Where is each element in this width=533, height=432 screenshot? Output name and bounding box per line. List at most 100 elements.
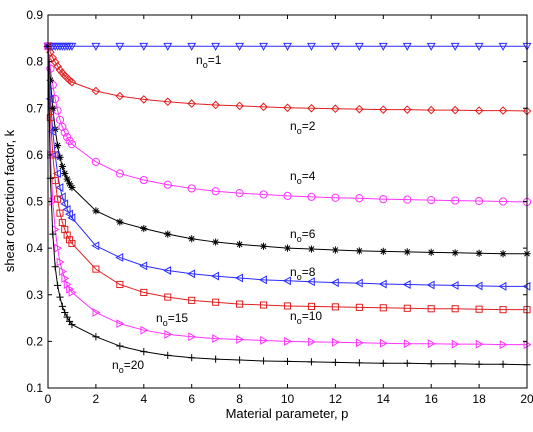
series-layer bbox=[43, 41, 532, 369]
data-point-triangle-left bbox=[115, 253, 124, 262]
data-point-circle bbox=[211, 187, 220, 196]
series-no=4 bbox=[43, 42, 532, 207]
data-point-triangle-right bbox=[284, 336, 293, 346]
data-point-star bbox=[212, 238, 220, 246]
data-point-square bbox=[283, 302, 292, 310]
data-point-plus bbox=[49, 230, 57, 238]
data-point-plus bbox=[236, 356, 244, 364]
data-point-triangle-right bbox=[58, 266, 67, 276]
data-point-triangle-left bbox=[163, 266, 172, 275]
data-point-plus bbox=[56, 293, 64, 301]
data-point-triangle-left bbox=[91, 241, 100, 251]
series-label-main: n bbox=[290, 265, 297, 279]
data-point-square bbox=[65, 236, 74, 244]
data-point-square bbox=[188, 296, 196, 304]
series-label-rest: =4 bbox=[302, 169, 316, 183]
series-label-main: n bbox=[196, 53, 203, 67]
data-point-triangle-right bbox=[116, 319, 125, 329]
data-point-star bbox=[58, 162, 66, 171]
data-point-circle bbox=[91, 157, 101, 166]
data-point-plus bbox=[140, 348, 148, 356]
data-point-plus bbox=[53, 281, 62, 290]
data-point-square bbox=[331, 303, 339, 311]
data-point-triangle-right bbox=[66, 284, 75, 294]
data-point-star bbox=[188, 235, 196, 243]
data-point-triangle-left bbox=[354, 278, 363, 288]
data-point-square bbox=[140, 288, 148, 296]
data-point-plus bbox=[188, 354, 196, 362]
data-point-diamond bbox=[402, 105, 412, 114]
data-point-triangle-left bbox=[57, 192, 66, 202]
data-point-triangle-left bbox=[52, 169, 61, 178]
data-point-triangle-right bbox=[68, 287, 77, 297]
data-point-triangle-down bbox=[450, 42, 460, 51]
data-point-triangle-left bbox=[426, 280, 435, 290]
data-point-triangle-down bbox=[235, 42, 245, 51]
data-point-plus bbox=[499, 360, 507, 368]
y-tick-label: 0.1 bbox=[26, 381, 43, 395]
data-point-triangle-down bbox=[115, 42, 125, 51]
data-point-square bbox=[355, 303, 363, 311]
series-label-main: n bbox=[290, 227, 297, 241]
data-point-diamond bbox=[307, 103, 316, 113]
data-point-plus bbox=[259, 357, 268, 365]
data-point-triangle-down bbox=[330, 42, 340, 51]
data-point-plus bbox=[355, 359, 363, 367]
data-point-diamond bbox=[259, 102, 268, 112]
data-point-square bbox=[379, 304, 387, 312]
data-point-square bbox=[46, 114, 54, 122]
data-point-diamond bbox=[211, 100, 220, 110]
x-tick-label: 14 bbox=[377, 392, 391, 406]
data-point-square bbox=[236, 300, 244, 308]
data-point-triangle-down bbox=[283, 42, 292, 51]
data-point-star bbox=[63, 175, 71, 183]
data-point-triangle-down bbox=[67, 42, 77, 51]
y-tick-label: 0.4 bbox=[26, 241, 43, 255]
data-point-circle bbox=[307, 192, 316, 201]
data-point-triangle-left bbox=[474, 281, 483, 291]
data-point-square bbox=[61, 225, 69, 234]
data-point-triangle-left bbox=[378, 279, 387, 289]
data-point-plus bbox=[63, 313, 71, 321]
data-point-star bbox=[355, 247, 363, 255]
x-axis-title: Material parameter, p bbox=[226, 406, 349, 421]
y-tick-label: 0.7 bbox=[26, 101, 43, 115]
series-label-sub: o bbox=[297, 234, 302, 244]
series-line bbox=[47, 46, 527, 311]
series-no=10 bbox=[44, 42, 531, 314]
data-point-plus bbox=[331, 358, 339, 366]
data-point-triangle-down bbox=[211, 42, 221, 51]
data-point-square bbox=[307, 302, 316, 310]
data-point-triangle-right bbox=[164, 329, 173, 339]
data-point-star bbox=[331, 246, 339, 254]
data-point-triangle-left bbox=[402, 280, 411, 289]
data-point-triangle-down bbox=[354, 42, 364, 51]
series-label-sub: o bbox=[297, 126, 302, 136]
x-tick-label: 2 bbox=[93, 392, 100, 406]
data-point-triangle-right bbox=[475, 339, 484, 349]
data-point-triangle-left bbox=[60, 199, 69, 209]
data-point-star bbox=[236, 240, 244, 248]
data-point-plus bbox=[379, 359, 387, 367]
x-tick-label: 4 bbox=[140, 392, 147, 406]
y-tick-label: 0.8 bbox=[26, 55, 43, 69]
data-point-diamond bbox=[426, 105, 436, 115]
data-point-plus bbox=[283, 357, 292, 366]
data-point-diamond bbox=[474, 106, 484, 115]
data-point-star bbox=[427, 248, 435, 256]
series-label: no=8 bbox=[290, 265, 316, 282]
data-point-triangle-right bbox=[260, 335, 269, 345]
data-point-star bbox=[379, 247, 387, 255]
series-label: no=6 bbox=[290, 227, 316, 244]
series-label-sub: o bbox=[203, 60, 208, 70]
data-point-diamond bbox=[163, 97, 173, 107]
data-point-triangle-down bbox=[402, 42, 412, 51]
y-tick-label: 0.6 bbox=[26, 148, 43, 162]
data-point-square bbox=[451, 305, 459, 313]
data-point-diamond bbox=[355, 104, 364, 114]
series-label: no=1 bbox=[196, 53, 222, 70]
x-tick-label: 8 bbox=[236, 392, 243, 406]
data-point-diamond bbox=[235, 101, 244, 111]
data-point-triangle-down bbox=[91, 42, 101, 51]
data-point-triangle-down bbox=[259, 42, 268, 51]
